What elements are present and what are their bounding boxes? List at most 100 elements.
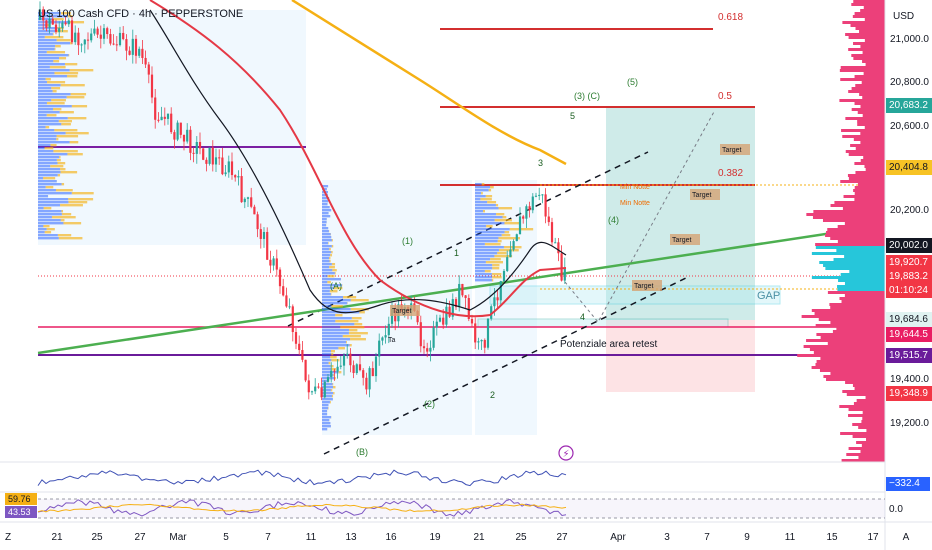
volume-bar <box>841 129 885 132</box>
candle-body <box>102 28 106 39</box>
volume-bar <box>806 213 885 216</box>
volume-bar <box>475 246 504 249</box>
candle-body <box>269 259 272 266</box>
rsi-ma-line <box>37 503 567 513</box>
volume-bar <box>334 377 336 380</box>
candle-body <box>442 317 445 325</box>
volume-bar <box>322 299 351 302</box>
candle-body <box>422 346 426 349</box>
volume-bar <box>322 233 331 236</box>
volume-bar <box>857 183 885 186</box>
volume-bar <box>862 51 885 54</box>
volume-bar <box>322 422 331 425</box>
candle-body <box>250 197 253 207</box>
volume-bar <box>475 198 481 201</box>
candle-body <box>314 386 317 392</box>
volume-bar <box>837 225 885 228</box>
volume-bar <box>322 290 330 293</box>
volume-bar <box>475 270 485 273</box>
volume-bar <box>322 395 332 398</box>
candle-body <box>262 231 266 239</box>
volume-bar <box>322 398 333 401</box>
volume-bar <box>859 93 885 96</box>
volume-bar <box>38 78 46 81</box>
volume-bar <box>38 99 52 102</box>
volume-bar <box>498 249 519 252</box>
volume-bar <box>322 347 339 350</box>
volume-bar <box>343 296 357 299</box>
volume-bar <box>322 326 341 329</box>
candle-body <box>432 327 435 348</box>
currency-label[interactable]: USD <box>893 11 915 22</box>
volume-bar <box>61 210 64 213</box>
volume-bar <box>860 45 885 48</box>
volume-bar <box>861 420 885 423</box>
time-axis-label: 11 <box>784 532 796 543</box>
candle-body <box>496 297 499 301</box>
candle-body <box>86 39 90 41</box>
volume-bar <box>322 320 336 323</box>
volume-bar <box>38 168 61 171</box>
volume-bar <box>38 186 46 189</box>
time-axis-corner-left[interactable]: Z <box>4 532 12 543</box>
candle-body <box>330 370 333 378</box>
candle-body <box>282 286 285 296</box>
volume-bar <box>490 186 494 189</box>
volume-bar <box>322 284 343 287</box>
volume-bar <box>840 180 885 183</box>
candle-body <box>454 299 458 308</box>
volume-bar <box>38 216 52 219</box>
candle-body <box>182 134 186 142</box>
volume-bar <box>322 212 329 215</box>
time-axis-label: 19 <box>429 532 441 543</box>
candle-body <box>365 377 368 390</box>
volume-bar <box>57 234 72 237</box>
volume-bar <box>38 129 55 132</box>
volume-bar <box>322 350 332 353</box>
volume-bar <box>330 293 332 296</box>
volume-bar <box>861 444 885 447</box>
volume-bar <box>852 15 885 18</box>
volume-bar <box>45 186 54 189</box>
volume-bar <box>322 332 349 335</box>
candle-body <box>378 340 381 357</box>
volume-bar <box>331 353 334 356</box>
volume-bar <box>834 201 885 204</box>
zero-line-tag: 0.0 <box>889 504 903 515</box>
candle-body <box>518 216 522 235</box>
lightning-event-icon[interactable] <box>558 445 574 461</box>
volume-bar <box>855 147 885 150</box>
candle-body <box>147 64 150 75</box>
target-text-2: Target <box>692 192 712 199</box>
candle-body <box>96 28 99 35</box>
candle-body <box>208 147 211 164</box>
auto-scale-button[interactable]: A <box>902 532 910 543</box>
volume-bar <box>332 383 334 386</box>
cvd-indicator-line <box>37 469 567 487</box>
candle-body <box>131 38 134 55</box>
wave-2: 2 <box>490 390 495 400</box>
volume-bar <box>38 87 52 90</box>
volume-bar <box>322 335 343 338</box>
volume-bar <box>38 69 70 72</box>
volume-bar <box>38 159 57 162</box>
volume-bar <box>54 48 56 51</box>
volume-bar <box>46 51 66 54</box>
volume-bar <box>475 222 505 225</box>
candle-body <box>550 222 554 243</box>
time-axis-label: 7 <box>265 532 271 543</box>
volume-bar <box>494 255 513 258</box>
volume-bar <box>71 105 88 108</box>
volume-bar <box>38 66 50 69</box>
volume-bar <box>67 75 78 78</box>
volume-bar <box>492 276 502 279</box>
target-text-4: Target <box>634 283 654 290</box>
volume-bar <box>497 252 507 255</box>
target-label-2 <box>690 189 720 200</box>
volume-bar <box>481 183 485 186</box>
volume-bar <box>331 251 333 254</box>
candle-body <box>93 28 96 34</box>
volume-bar <box>826 231 885 234</box>
volume-bar <box>60 168 66 171</box>
